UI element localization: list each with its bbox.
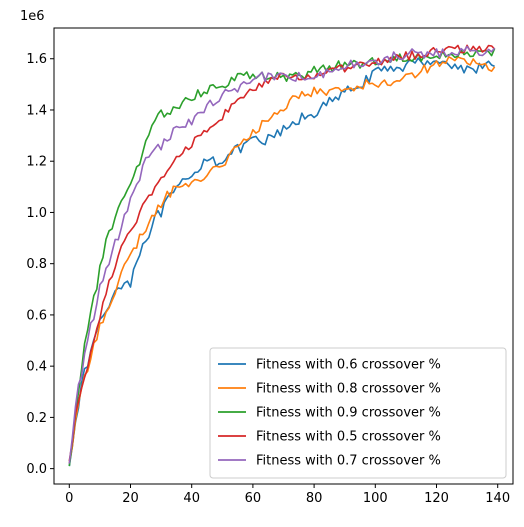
y-tick-label: 1.6	[26, 52, 47, 67]
plot-frame	[53, 27, 514, 485]
x-tick-label: 20	[122, 491, 139, 506]
legend-label: Fitness with 0.5 crossover %	[256, 430, 441, 445]
ticks-layer: 0 20 40 60 80 100 120 140 0.0 0.2 0.4 0.6 0.8 1.0 1.2 1…	[26, 52, 510, 506]
x-tick-label: 80	[306, 491, 323, 506]
series-layer	[68, 44, 496, 467]
legend-label: Fitness with 0.8 crossover %	[256, 382, 441, 397]
x-tick-label: 100	[363, 491, 388, 506]
y-tick-label: 0.2	[26, 411, 47, 426]
y-tick-label: 1.4	[26, 103, 47, 118]
series-line	[68, 45, 496, 464]
legend-label: Fitness with 0.7 crossover %	[256, 454, 441, 469]
y-tick-label: 1.2	[26, 155, 47, 170]
series-line	[68, 56, 496, 464]
y-tick-label: 1.0	[26, 206, 47, 221]
y-tick-label: 0.8	[26, 257, 47, 272]
x-tick-label: 0	[65, 491, 73, 506]
y-tick-label: 0.0	[26, 462, 47, 477]
x-tick-label: 120	[424, 491, 449, 506]
y-offset-label: 1e6	[20, 9, 45, 24]
legend-label: Fitness with 0.9 crossover %	[256, 406, 441, 421]
y-tick-label: 0.4	[26, 360, 47, 375]
x-tick-label: 140	[485, 491, 510, 506]
legend-box	[209, 347, 507, 479]
y-tick-label: 0.6	[26, 308, 47, 323]
x-tick-label: 60	[245, 491, 262, 506]
legend: Fitness with 0.6 crossover % Fitness with…	[209, 347, 507, 479]
x-tick-label: 40	[183, 491, 200, 506]
legend-label: Fitness with 0.6 crossover %	[256, 358, 441, 373]
